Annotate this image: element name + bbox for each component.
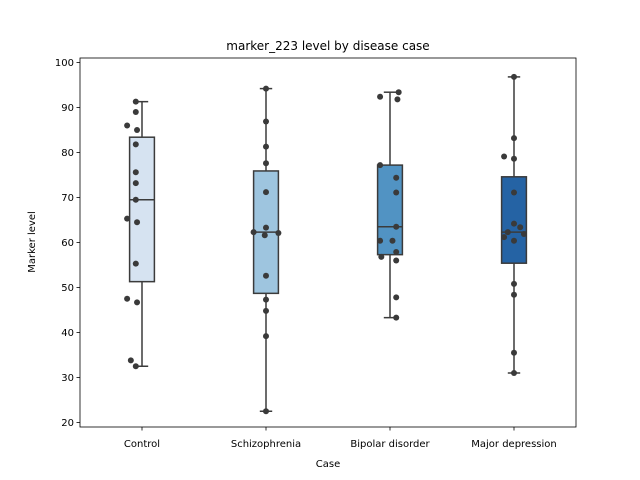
y-tick-label: 90 [61, 103, 74, 114]
data-point [263, 408, 269, 415]
y-tick-label: 30 [61, 373, 74, 384]
box-iqr [128, 136, 156, 283]
data-point [511, 135, 517, 142]
data-point [393, 189, 400, 196]
data-point [393, 314, 400, 321]
data-point [393, 294, 400, 301]
data-point [263, 118, 269, 125]
data-point [395, 89, 402, 96]
data-point [389, 237, 396, 244]
data-point [124, 295, 131, 302]
data-point [132, 363, 139, 370]
data-point [394, 96, 401, 103]
data-point [263, 224, 269, 231]
x-tick-label: Major depression [471, 439, 557, 450]
data-point [275, 230, 282, 237]
data-point [511, 220, 517, 227]
data-point [134, 219, 141, 226]
data-point [511, 73, 517, 80]
data-point [511, 280, 517, 287]
data-point [124, 215, 131, 222]
data-point [377, 237, 384, 244]
data-point [377, 93, 384, 100]
data-point [132, 260, 139, 267]
y-tick-label: 50 [61, 283, 74, 294]
data-point [511, 370, 517, 376]
data-point [511, 291, 517, 298]
data-point [393, 257, 400, 264]
y-axis-title: Marker level [27, 211, 38, 273]
y-tick-label: 100 [55, 58, 74, 69]
y-tick-label: 80 [61, 148, 74, 159]
data-point [263, 272, 269, 279]
data-point [132, 169, 139, 176]
data-point [263, 143, 269, 150]
data-point [134, 127, 141, 133]
data-point [263, 333, 269, 340]
data-point [393, 223, 400, 230]
plot-area: 20 30 40 50 60 70 80 90 100 Control Schizophrenia B… [55, 57, 577, 450]
data-point [124, 122, 131, 129]
y-tick-label: 60 [61, 238, 74, 249]
data-point [263, 189, 269, 196]
data-point [132, 109, 139, 115]
data-point [393, 174, 400, 181]
x-axis-title: Case [316, 459, 340, 470]
data-point [263, 296, 269, 303]
data-point [393, 248, 400, 255]
data-point [511, 155, 517, 162]
x-tick-label: Control [124, 439, 160, 450]
y-tick-label: 40 [61, 328, 74, 339]
data-point [132, 180, 139, 187]
data-point [377, 162, 384, 169]
data-point [511, 237, 517, 244]
data-point [517, 224, 524, 231]
data-point [127, 357, 134, 364]
x-tick-label: Bipolar disorder [350, 439, 430, 450]
data-point [378, 253, 385, 260]
y-tick-label: 20 [61, 418, 74, 429]
data-point [520, 230, 527, 237]
data-point [501, 234, 508, 241]
data-point [511, 189, 517, 196]
data-point [132, 98, 139, 105]
data-point [511, 349, 517, 356]
data-point [501, 153, 508, 160]
data-point [504, 229, 511, 236]
chart-title: marker_223 level by disease case [226, 39, 429, 53]
data-point [263, 160, 269, 167]
data-point [132, 141, 139, 148]
y-tick-label: 70 [61, 193, 74, 204]
data-point [134, 299, 141, 306]
x-tick-label: Schizophrenia [231, 439, 301, 450]
data-point [263, 85, 269, 92]
data-point [263, 307, 269, 314]
data-point [132, 196, 139, 203]
data-point [261, 232, 268, 239]
data-point [250, 229, 257, 236]
